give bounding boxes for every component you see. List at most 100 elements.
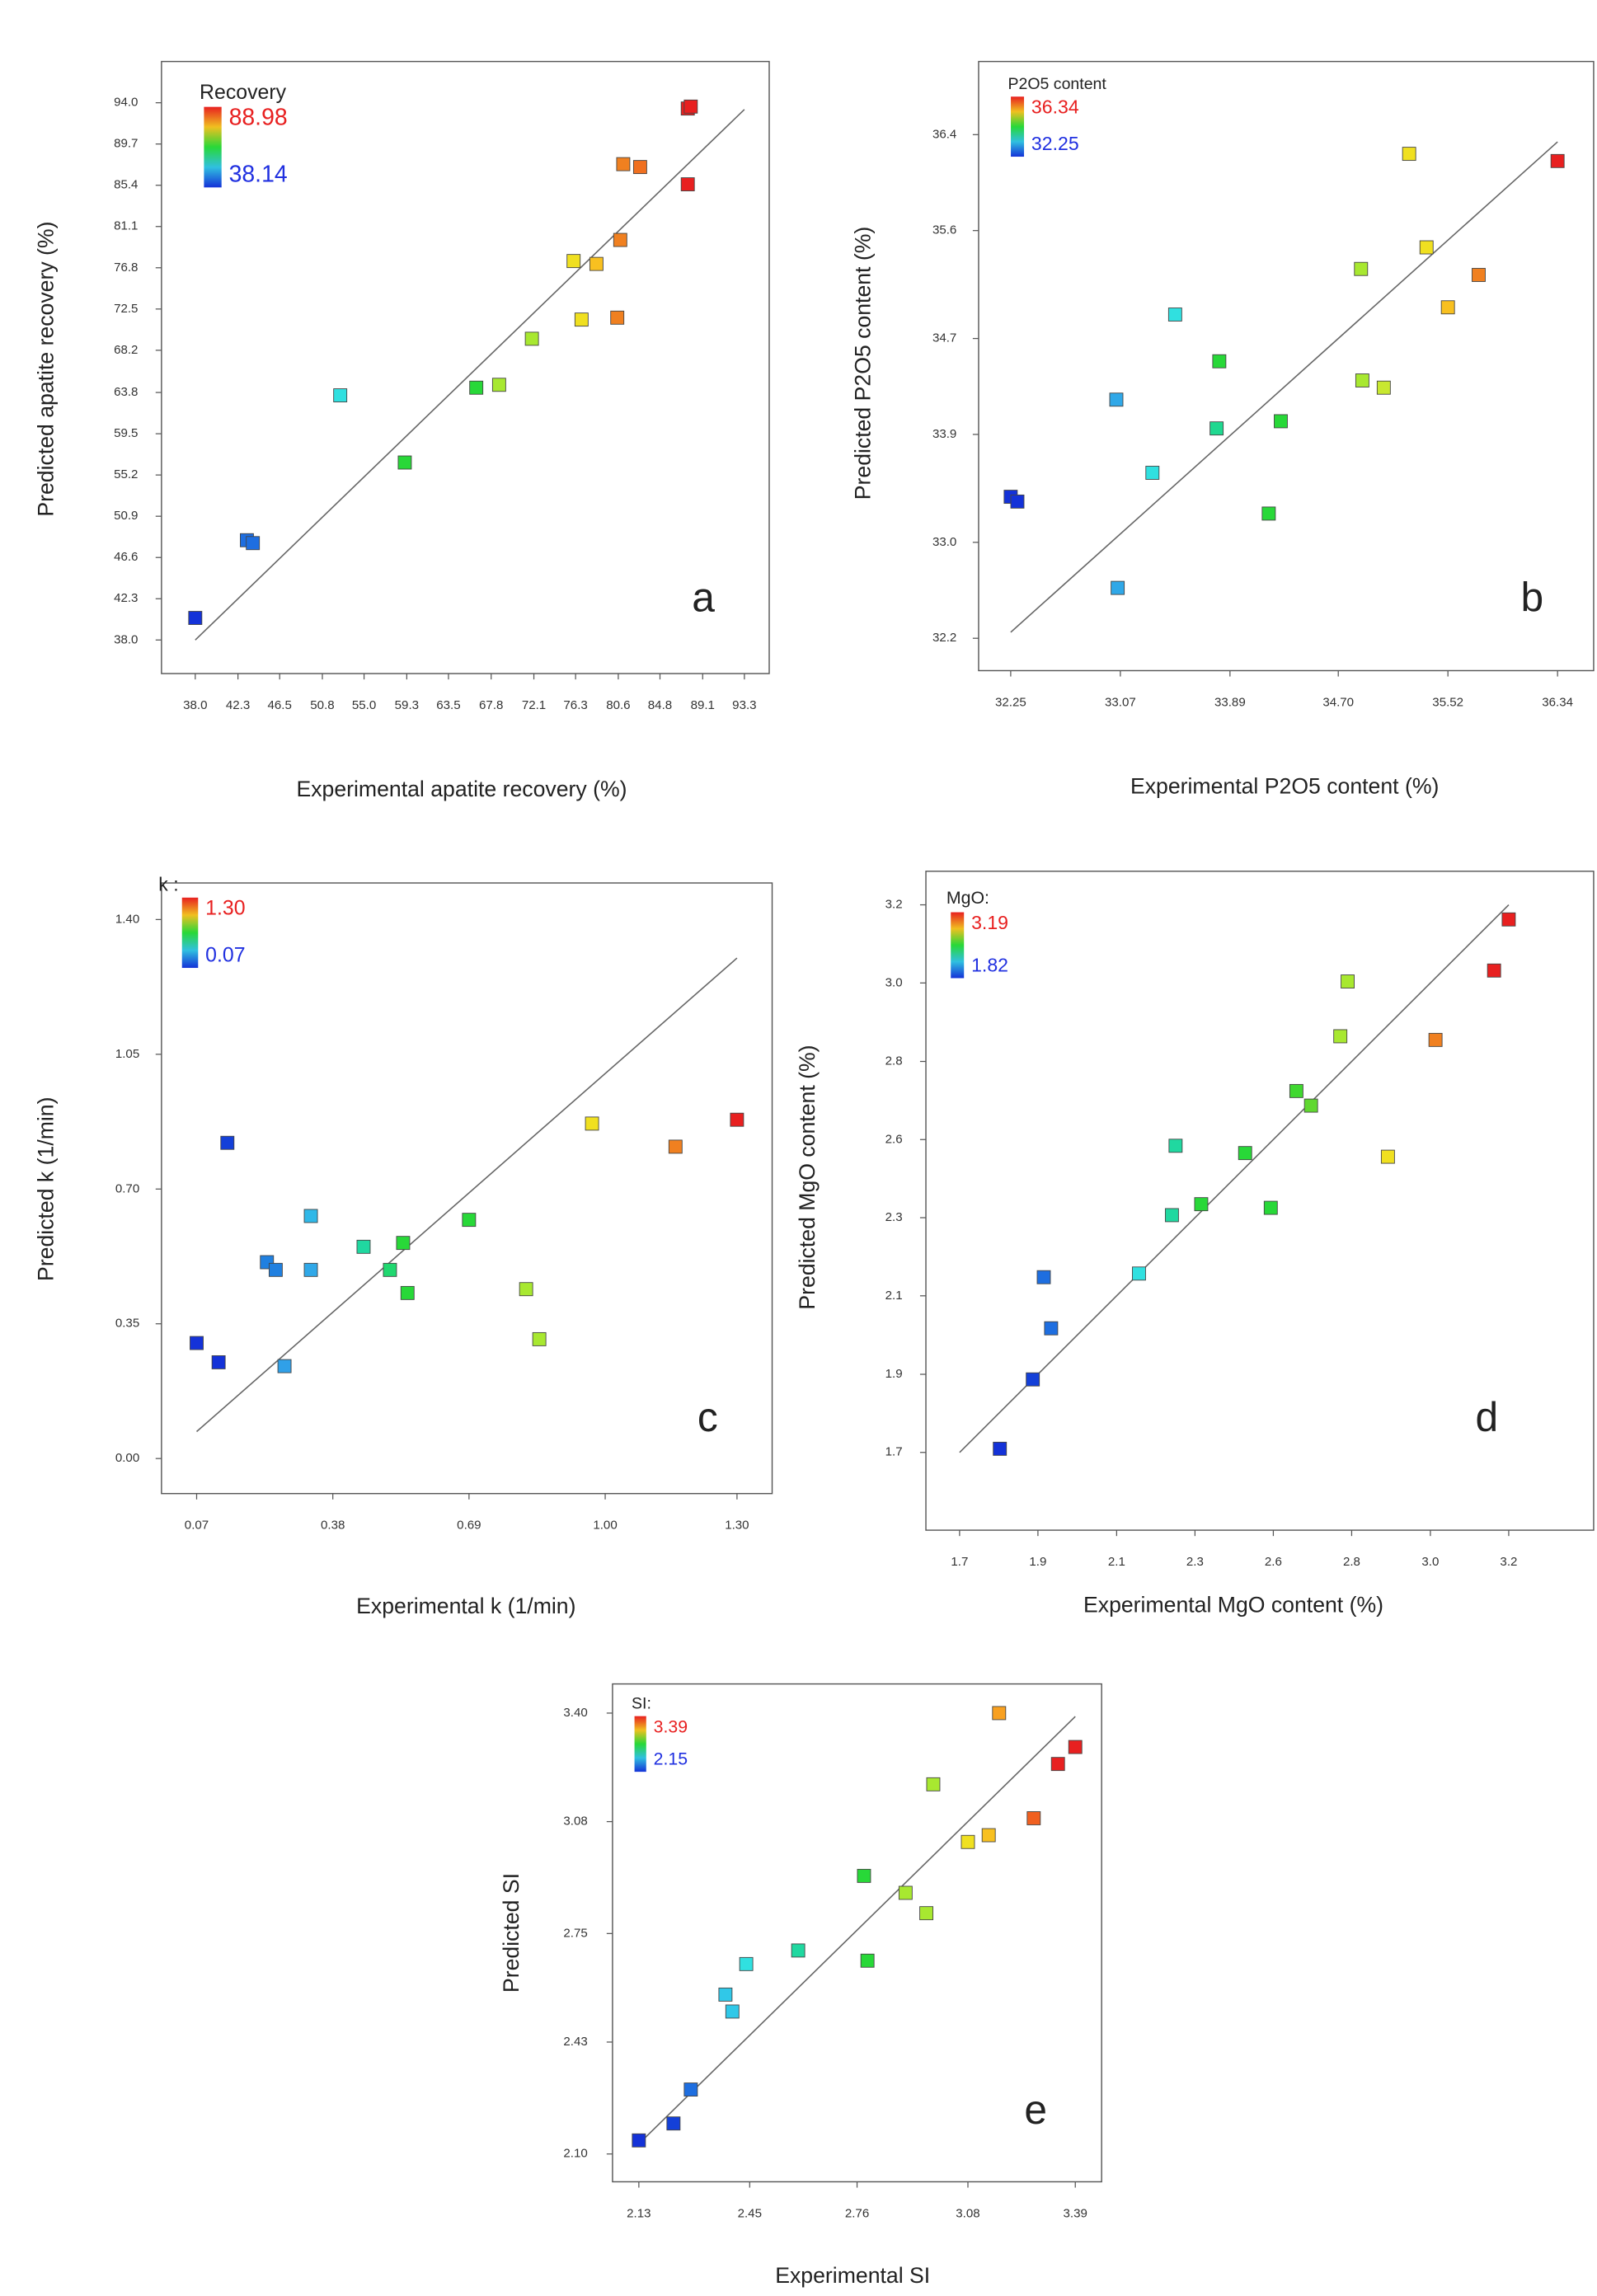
x-tick-label: 36.34 <box>1542 696 1573 710</box>
plot-frame <box>161 60 770 674</box>
colorbar-min: 38.14 <box>229 162 288 188</box>
data-point <box>898 1885 913 1900</box>
x-tick-label: 33.07 <box>1105 696 1136 710</box>
data-point <box>333 388 348 402</box>
data-point <box>524 331 539 346</box>
data-point <box>396 1236 411 1251</box>
data-point <box>1289 1083 1303 1098</box>
data-point <box>1354 261 1369 276</box>
x-tick-label: 42.3 <box>226 698 250 712</box>
data-point <box>1419 240 1434 255</box>
y-tick-label: 68.2 <box>114 343 138 357</box>
data-point <box>1212 354 1227 369</box>
data-point <box>926 1777 941 1791</box>
y-axis-title: Predicted P2O5 content (%) <box>850 227 875 500</box>
data-point <box>680 177 695 191</box>
data-point <box>462 1213 477 1228</box>
y-tick-label: 3.2 <box>885 898 903 912</box>
x-tick-label: 2.1 <box>1108 1555 1125 1569</box>
data-point <box>1238 1146 1252 1161</box>
y-tick-label: 81.1 <box>114 219 138 233</box>
x-tick-label: 0.69 <box>457 1519 481 1533</box>
data-point <box>1050 1757 1065 1772</box>
data-point <box>400 1285 415 1300</box>
y-axis-title: Predicted MgO content (%) <box>795 1045 820 1309</box>
x-tick-label: 89.1 <box>691 698 715 712</box>
plot-frame <box>925 871 1595 1531</box>
data-point <box>1355 373 1369 387</box>
x-tick-label: 76.3 <box>563 698 587 712</box>
data-point <box>277 1359 292 1373</box>
data-point <box>303 1262 318 1277</box>
panel-label: a <box>692 574 715 620</box>
x-tick-label: 63.5 <box>436 698 460 712</box>
colorbar-max: 1.30 <box>205 897 245 920</box>
colorbar-min: 2.15 <box>654 1749 688 1769</box>
y-tick-label: 72.5 <box>114 302 138 316</box>
y-tick-label: 2.3 <box>885 1210 903 1224</box>
data-point <box>566 254 581 269</box>
x-tick-label: 1.30 <box>725 1519 749 1533</box>
x-tick-label: 2.76 <box>845 2207 869 2221</box>
data-point <box>1167 308 1182 322</box>
y-tick-label: 50.9 <box>114 509 138 523</box>
y-tick-label: 76.8 <box>114 261 138 275</box>
data-point <box>632 160 647 175</box>
x-axis-title: Experimental P2O5 content (%) <box>1130 774 1439 799</box>
y-tick-label: 1.7 <box>885 1445 903 1459</box>
x-tick-label: 3.08 <box>956 2207 979 2221</box>
y-tick-label: 2.6 <box>885 1132 903 1146</box>
data-point <box>1044 1321 1059 1336</box>
data-point <box>190 1336 204 1350</box>
x-tick-label: 2.13 <box>627 2207 651 2221</box>
y-tick-label: 63.8 <box>114 385 138 399</box>
data-point <box>683 99 698 114</box>
colorbar <box>204 106 222 188</box>
data-point <box>1501 912 1516 927</box>
data-point <box>1111 580 1125 595</box>
y-tick-label: 94.0 <box>114 96 138 110</box>
x-tick-label: 0.07 <box>185 1519 209 1533</box>
data-point <box>961 1834 975 1849</box>
x-tick-label: 35.52 <box>1432 696 1463 710</box>
data-point <box>791 1943 806 1958</box>
x-tick-label: 84.8 <box>648 698 672 712</box>
y-tick-label: 2.43 <box>563 2035 587 2049</box>
x-tick-label: 50.8 <box>310 698 334 712</box>
data-point <box>1263 1200 1278 1215</box>
data-point <box>1380 1149 1395 1164</box>
y-tick-label: 36.4 <box>932 127 956 141</box>
colorbar <box>181 897 199 969</box>
y-tick-label: 35.6 <box>932 223 956 237</box>
x-tick-label: 2.3 <box>1186 1555 1204 1569</box>
y-tick-label: 59.5 <box>114 426 138 440</box>
data-point <box>718 1987 733 2002</box>
data-point <box>188 611 203 625</box>
data-point <box>683 2082 698 2097</box>
colorbar-title: MgO: <box>946 888 989 908</box>
data-point <box>303 1209 318 1223</box>
y-tick-label: 0.70 <box>115 1181 139 1195</box>
x-tick-label: 2.45 <box>738 2207 762 2221</box>
x-tick-label: 33.89 <box>1214 696 1246 710</box>
panel-label: d <box>1475 1394 1498 1440</box>
x-tick-label: 46.5 <box>268 698 292 712</box>
y-tick-label: 33.0 <box>932 535 956 549</box>
x-tick-label: 59.3 <box>395 698 419 712</box>
data-point <box>1376 380 1391 395</box>
y-axis-title: Predicted k (1/min) <box>33 1097 58 1281</box>
y-tick-label: 3.0 <box>885 975 903 989</box>
x-tick-label: 38.0 <box>183 698 207 712</box>
data-point <box>1026 1811 1041 1825</box>
data-point <box>1261 506 1276 521</box>
data-point <box>1303 1098 1318 1113</box>
colorbar <box>951 912 965 979</box>
data-point <box>1026 1372 1040 1387</box>
colorbar-min: 1.82 <box>971 954 1008 975</box>
colorbar-max: 3.39 <box>654 1716 688 1736</box>
x-axis-title: Experimental MgO content (%) <box>1083 1592 1383 1617</box>
colorbar-min: 0.07 <box>205 943 245 966</box>
y-tick-label: 46.6 <box>114 550 138 564</box>
data-point <box>356 1239 371 1254</box>
